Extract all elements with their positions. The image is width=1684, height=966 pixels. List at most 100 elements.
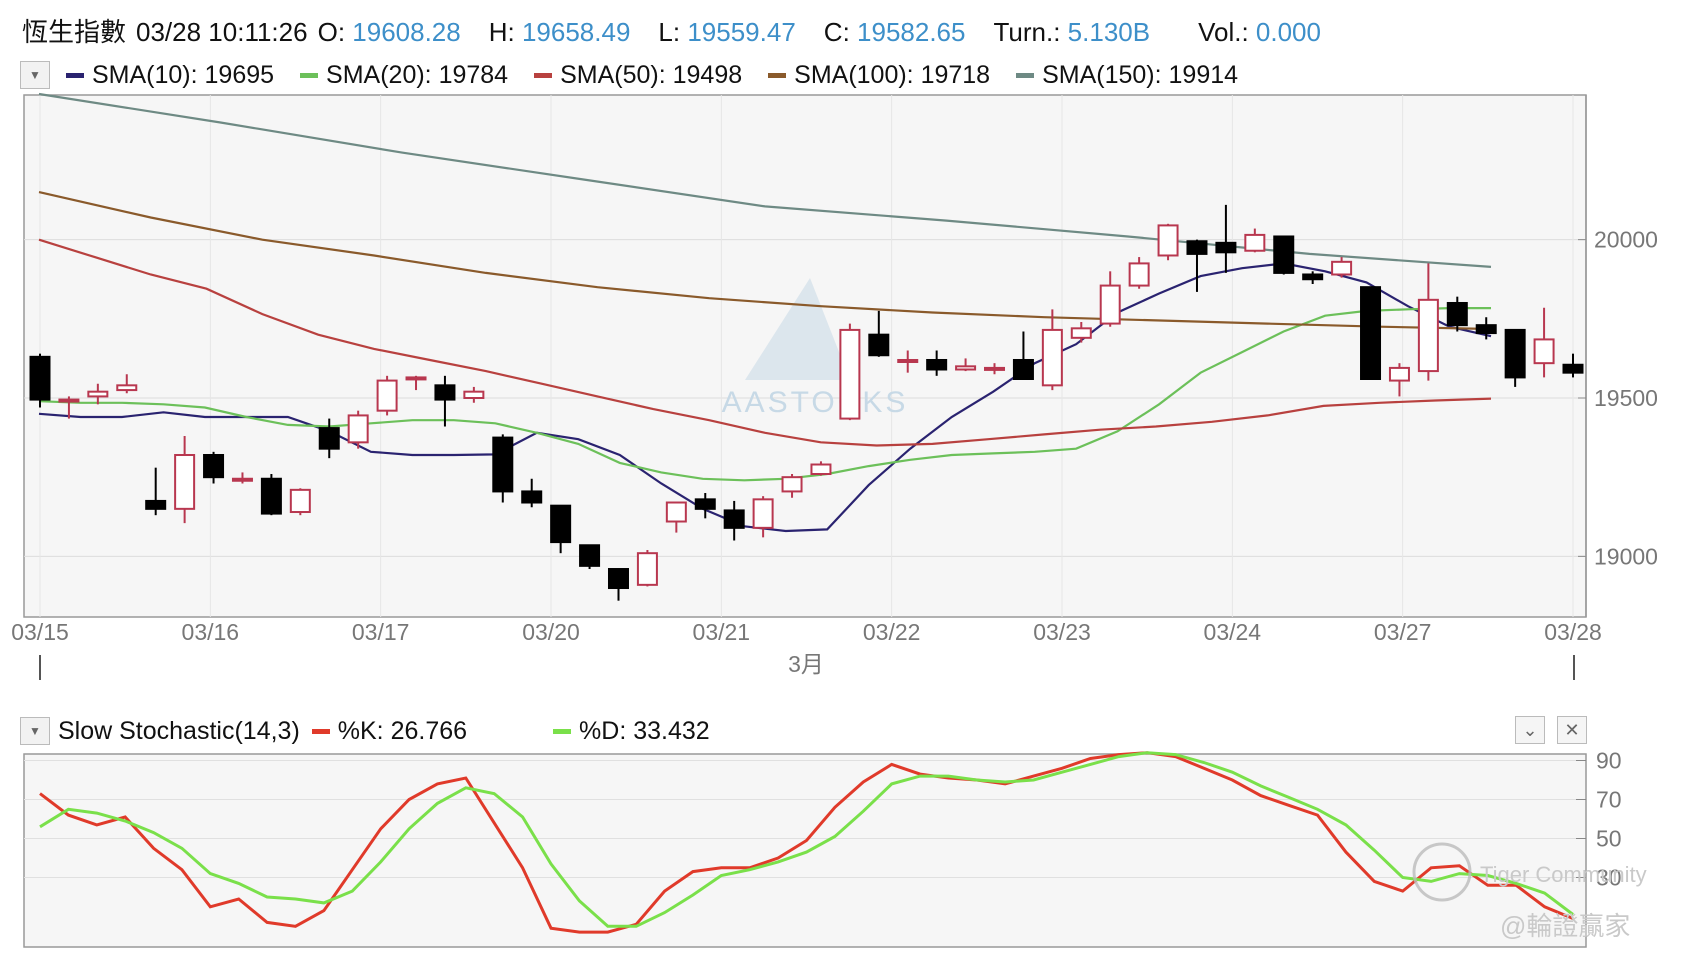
legend-sma100: SMA(100): 19718: [760, 61, 990, 90]
low-value: 19559.47: [687, 17, 796, 47]
candle: [694, 493, 716, 519]
candle: [405, 375, 427, 391]
y-tick-label: 20000: [1594, 227, 1658, 253]
close-panel-button[interactable]: ✕: [1557, 716, 1587, 744]
candle: [289, 488, 311, 516]
legend-d: %D: 33.432: [545, 717, 710, 746]
candle: [665, 501, 687, 533]
tiger-community-watermark: Tiger Community @輪證贏家: [1412, 842, 1647, 941]
candle: [868, 310, 890, 357]
close-value: 19582.65: [857, 17, 966, 47]
candle: [1446, 296, 1468, 332]
turnover-value: 5.130B: [1067, 17, 1151, 47]
series-line-sma50: [38, 238, 1492, 447]
candle: [231, 472, 253, 484]
sma-legend: ▼ SMA(10): 19695 SMA(20): 19784 SMA(50):…: [20, 58, 1256, 92]
candle: [1331, 257, 1353, 278]
legend-sma10: SMA(10): 19695: [58, 61, 274, 90]
candle: [897, 350, 919, 373]
stoch-y-tick-label: 50: [1596, 826, 1622, 852]
stochastic-legend: ▼ Slow Stochastic(14,3) %K: 26.766 %D: 3…: [20, 714, 728, 748]
candle: [1128, 257, 1150, 289]
candle: [1041, 309, 1063, 391]
candle: [781, 474, 803, 498]
candle: [463, 386, 485, 403]
volume-label: Vol.:: [1198, 17, 1249, 47]
candle: [550, 504, 572, 554]
handle-watermark-text: @輪證贏家: [1500, 911, 1630, 941]
index-name: 恆生指數: [22, 17, 127, 47]
aastocks-watermark: AASTOCKS: [722, 278, 909, 419]
open-value: 19608.28: [352, 17, 461, 47]
collapse-panel-button[interactable]: ⌄: [1515, 716, 1545, 744]
candle: [29, 353, 51, 408]
close-icon: ✕: [1564, 719, 1580, 740]
volume-value: 0.000: [1255, 17, 1321, 47]
candle: [1012, 331, 1034, 380]
x-tick-label: 03/17: [352, 619, 410, 645]
series-line-sma10: [38, 262, 1492, 533]
candle: [1302, 271, 1324, 284]
candle: [1533, 307, 1555, 378]
quote-datetime: 03/28 10:11:26: [136, 17, 308, 47]
stochastic-dropdown-button[interactable]: ▼: [20, 717, 50, 745]
candle: [1360, 286, 1382, 380]
candle: [58, 396, 80, 419]
open-label: O:: [317, 17, 346, 47]
stoch-y-tick-label: 70: [1596, 787, 1622, 813]
candle: [1070, 321, 1092, 343]
legend-k: %K: 26.766: [304, 717, 467, 746]
indicator-dropdown-button[interactable]: ▼: [20, 61, 50, 89]
candle: [87, 383, 109, 405]
candle: [318, 418, 340, 459]
low-label: L:: [658, 17, 681, 47]
quote-header: 恆生指數 03/28 10:11:26 O: 19608.28 H: 19658.49…: [22, 12, 1349, 49]
legend-sma50: SMA(50): 19498: [526, 61, 742, 90]
x-tick-label: 03/15: [11, 619, 69, 645]
watermark-text: AASTOCKS: [722, 386, 909, 419]
candle: [434, 375, 456, 427]
stochastic-title: Slow Stochastic(14,3): [58, 716, 300, 745]
candle: [116, 374, 138, 394]
candle: [347, 410, 369, 449]
candle: [1475, 317, 1497, 340]
x-tick-label: 03/27: [1374, 619, 1432, 645]
candle: [521, 478, 543, 508]
legend-sma20: SMA(20): 19784: [292, 61, 508, 90]
high-value: 19658.49: [521, 17, 631, 47]
stoch-d-line: [39, 751, 1574, 928]
turnover-label: Turn.:: [993, 17, 1061, 47]
stoch-y-tick-label: 90: [1596, 748, 1622, 774]
candle: [1099, 271, 1121, 327]
candle: [1244, 228, 1266, 253]
candle: [174, 436, 196, 524]
x-tick-label: 03/23: [1033, 619, 1091, 645]
candle: [636, 550, 658, 587]
x-tick-label: 03/22: [863, 619, 921, 645]
chevron-down-icon: ⌄: [1522, 719, 1538, 740]
candle: [1186, 239, 1208, 292]
candle: [1273, 235, 1295, 275]
candle: [203, 451, 225, 484]
series-line-sma100: [38, 191, 1492, 331]
candle: [723, 500, 745, 541]
candle: [955, 358, 977, 372]
y-tick-label: 19500: [1594, 385, 1658, 411]
series-line-sma150: [38, 92, 1492, 268]
high-label: H:: [488, 17, 515, 47]
x-tick-label: 03/24: [1204, 619, 1262, 645]
candle: [492, 434, 514, 503]
candle: [926, 350, 948, 376]
candle: [579, 544, 601, 570]
y-tick-label: 19000: [1594, 543, 1658, 569]
month-label: 3月: [788, 651, 824, 677]
candle: [839, 323, 861, 421]
x-tick-label: 03/20: [522, 619, 580, 645]
candle: [1388, 363, 1410, 397]
stoch-y-tick-label: 30: [1596, 865, 1622, 891]
candle: [752, 496, 774, 538]
close-label: C:: [823, 17, 850, 47]
candle: [810, 461, 832, 476]
